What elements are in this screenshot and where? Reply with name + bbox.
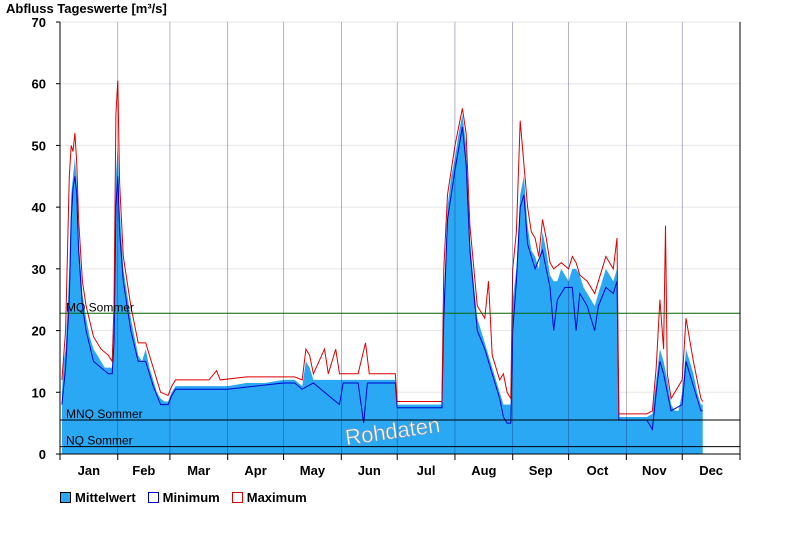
maximum-line (61, 80, 704, 415)
legend-swatch-minimum (147, 492, 159, 503)
minimum-line (61, 126, 703, 431)
month-separators (117, 22, 683, 454)
reference-label-0: MQ Sommer (66, 300, 134, 314)
y-tick-label-0: 0 (39, 447, 46, 462)
reference-lines: MQ Sommer MNQ Sommer NQ Sommer (60, 300, 740, 448)
legend: Mittelwert Minimum Maximum (60, 490, 307, 505)
y-tick-label-50: 50 (32, 138, 46, 153)
x-tick-label-dec: Dec (699, 463, 723, 478)
y-tick-label-70: 70 (32, 15, 46, 30)
legend-item-minimum: Minimum (147, 490, 220, 505)
legend-swatch-mittelwert (60, 492, 71, 503)
y-tick-label-40: 40 (32, 200, 46, 215)
x-tick-label-jan: Jan (78, 463, 100, 478)
reference-label-1: MNQ Sommer (66, 407, 143, 421)
x-tick-label-sep: Sep (529, 463, 553, 478)
y-tick-label-30: 30 (32, 262, 46, 277)
y-tick-label-20: 20 (32, 324, 46, 339)
x-tick-label-feb: Feb (132, 463, 155, 478)
gridlines (60, 21, 740, 393)
legend-item-mittelwert: Mittelwert (60, 490, 136, 505)
x-tick-label-apr: Apr (244, 463, 266, 478)
y-tick-label-60: 60 (32, 77, 46, 92)
legend-label-minimum: Minimum (162, 490, 220, 505)
x-tick-label-jul: Jul (417, 463, 436, 478)
legend-label-maximum: Maximum (246, 490, 307, 505)
x-tick-label-mar: Mar (187, 463, 210, 478)
x-tick-label-nov: Nov (642, 463, 667, 478)
legend-item-maximum: Maximum (231, 490, 307, 505)
x-tick-label-jun: Jun (358, 463, 381, 478)
chart-title: Abfluss Tageswerte [m³/s] (6, 1, 167, 16)
axes: 0 10 20 30 40 50 60 70 Jan Feb Mar Apr May Jun Jul Aug S… (32, 15, 741, 478)
reference-label-2: NQ Sommer (66, 434, 133, 448)
mittelwert-area (61, 114, 703, 454)
y-tick-label-10: 10 (32, 385, 46, 400)
legend-swatch-maximum (231, 492, 243, 503)
x-tick-label-may: May (300, 463, 326, 478)
x-tick-label-aug: Aug (471, 463, 496, 478)
series-group (61, 80, 704, 454)
legend-label-mittelwert: Mittelwert (75, 490, 136, 505)
x-tick-label-oct: Oct (587, 463, 609, 478)
